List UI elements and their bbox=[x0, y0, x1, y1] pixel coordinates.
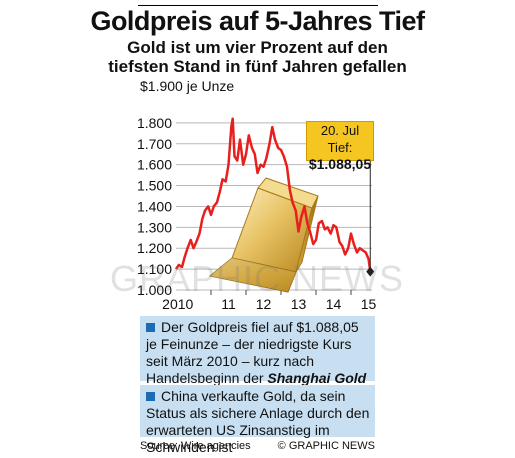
gold-bar-illustration bbox=[208, 177, 319, 293]
footer: Source: Wire agencies © GRAPHIC NEWS bbox=[140, 440, 375, 452]
info-1-text: Der Goldpreis fiel auf $1.088,05 je Fein… bbox=[146, 319, 359, 386]
chart-title: Goldpreis auf 5-Jahres Tief bbox=[90, 6, 425, 36]
x-tick-label: 15 bbox=[361, 296, 377, 312]
y-tick-label: 1.800 bbox=[137, 115, 172, 131]
subtitle-line-2: tiefsten Stand in fünf Jahren gefallen bbox=[108, 57, 407, 76]
title-rule bbox=[138, 5, 378, 6]
watermark: GRAPHIC NEWS bbox=[110, 258, 405, 299]
chart-subtitle: Gold ist um vier Prozent auf den tiefste… bbox=[0, 38, 515, 76]
bullet-square-icon bbox=[146, 323, 155, 332]
x-tick-label: 12 bbox=[256, 296, 272, 312]
info-box-2: China verkaufte Gold, da sein Status als… bbox=[140, 385, 375, 455]
subtitle-line-1: Gold ist um vier Prozent auf den bbox=[127, 38, 388, 57]
x-tick-label: 13 bbox=[291, 296, 307, 312]
callout-line-2: $1.088,05 bbox=[308, 156, 372, 172]
x-tick-label: 14 bbox=[326, 296, 342, 312]
y-tick-label: 1.100 bbox=[137, 261, 172, 277]
x-tick-label: 11 bbox=[221, 296, 236, 312]
source-note: Source: Wire agencies bbox=[140, 440, 251, 452]
low-point-callout: 20. Jul Tief: $1.088,05 bbox=[306, 121, 374, 172]
gold-price-line bbox=[174, 117, 372, 272]
y-tick-label: 1.200 bbox=[137, 240, 172, 256]
y-tick-label: 1.500 bbox=[137, 178, 172, 194]
x-tick-label: 2010 bbox=[162, 296, 193, 312]
y-tick-label: 1.000 bbox=[137, 282, 172, 298]
x-tick-labels: 2010 11 12 13 14 15 bbox=[162, 290, 376, 312]
y-tick-labels: 1.000 1.100 1.200 1.300 1.400 1.500 1.600 1.700… bbox=[137, 115, 172, 298]
info-2-text: China verkaufte Gold, da sein Status als… bbox=[146, 388, 370, 455]
y-tick-label: 1.700 bbox=[137, 136, 172, 152]
info-box-1: Der Goldpreis fiel auf $1.088,05 je Fein… bbox=[140, 316, 375, 403]
y-tick-label: 1.400 bbox=[137, 198, 172, 214]
y-tick-label: 1.300 bbox=[137, 219, 172, 235]
bullet-square-icon bbox=[146, 392, 155, 401]
y-axis-unit-label: $1.900 je Unze bbox=[140, 78, 235, 94]
callout-line-1: 20. Jul Tief: bbox=[320, 123, 360, 155]
copyright-note: © GRAPHIC NEWS bbox=[277, 440, 375, 452]
low-point-marker bbox=[366, 266, 375, 277]
y-tick-label: 1.600 bbox=[137, 157, 172, 173]
